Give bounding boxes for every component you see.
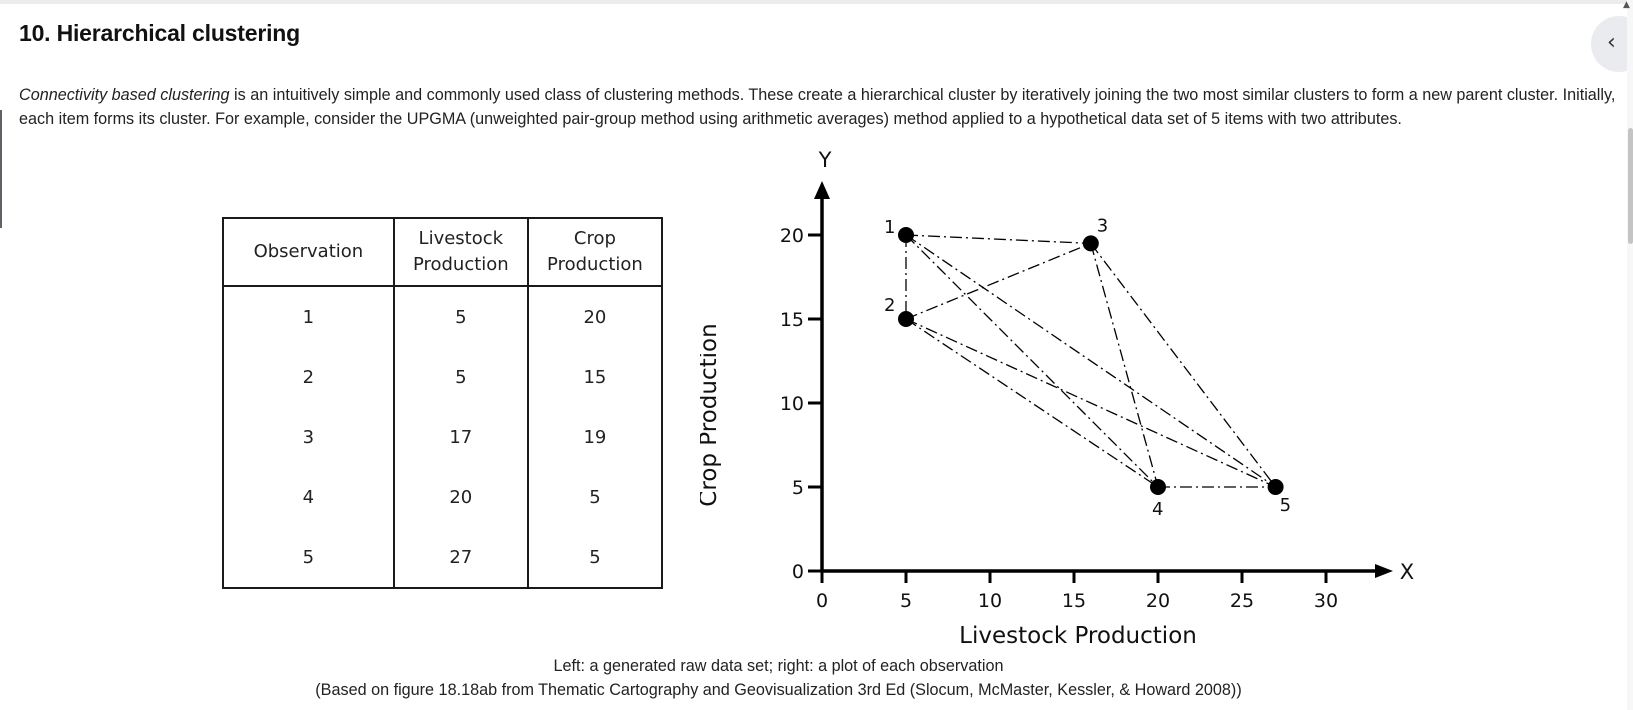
observation-table: Observation Livestock Production Crop Pr…: [222, 217, 664, 589]
point-label: 5: [1280, 495, 1291, 516]
y-axis-title: Crop Production: [700, 323, 722, 506]
figure-source-caption: (Based on figure 18.18ab from Thematic C…: [315, 681, 1242, 699]
data-point: [1150, 479, 1166, 495]
table-cell: 5: [392, 286, 529, 347]
link-line: [905, 318, 1159, 488]
x-tick-label: 20: [1146, 590, 1170, 612]
y-axis-arrow: [814, 181, 830, 199]
point-label: 1: [884, 217, 895, 238]
link-line: [1090, 243, 1159, 488]
table-cell: 2: [222, 347, 395, 407]
table-cell: 5: [392, 347, 529, 407]
scroll-up-arrow-icon[interactable]: ▲: [1623, 0, 1630, 10]
column-header: Livestock Production: [392, 218, 529, 287]
table-cell: 20: [526, 286, 664, 347]
table-cell: 19: [526, 407, 664, 467]
y-tick-label: 15: [780, 309, 804, 331]
point-label: 3: [1097, 215, 1108, 236]
chevron-left-icon: ‹: [1607, 30, 1616, 55]
y-tick-label: 5: [792, 477, 804, 499]
table-row: 1 5 20: [222, 286, 664, 347]
top-border: [0, 0, 1633, 4]
y-tick-label: 10: [780, 393, 804, 415]
table-row: 2 5 15: [222, 347, 664, 407]
section-title: 10. Hierarchical clustering: [19, 20, 300, 46]
x-axis-arrow: [1375, 564, 1393, 578]
table-row: 5 27 5: [222, 527, 664, 588]
link-line: [905, 318, 1276, 488]
link-line: [905, 234, 1276, 488]
x-tick-label: 15: [1062, 590, 1086, 612]
y-tick-label: 0: [792, 561, 804, 583]
table-row: 4 20 5: [222, 467, 664, 527]
y-axis-name: Y: [818, 150, 832, 172]
data-point: [898, 311, 914, 327]
table-cell: 5: [526, 527, 664, 588]
link-line: [905, 234, 1159, 488]
table-cell: 3: [222, 407, 395, 467]
collapse-panel-button[interactable]: ‹: [1591, 16, 1633, 72]
table-cell: 27: [392, 527, 529, 588]
x-tick-label: 25: [1230, 590, 1254, 612]
intro-body: is an intuitively simple and commonly us…: [19, 86, 1616, 128]
scrollbar-track[interactable]: [1627, 0, 1633, 710]
x-tick-label: 5: [900, 590, 912, 612]
table-header-row: Observation Livestock Production Crop Pr…: [222, 218, 664, 287]
table-cell: 5: [222, 527, 395, 588]
column-header: Observation: [222, 218, 395, 287]
data-point: [898, 227, 914, 243]
scrollbar-thumb[interactable]: [1628, 128, 1633, 244]
table-cell: 1: [222, 286, 395, 347]
link-line: [905, 242, 1092, 320]
intro-term: Connectivity based clustering: [19, 86, 230, 104]
x-tick-label: 10: [978, 590, 1002, 612]
intro-paragraph: Connectivity based clustering is an intu…: [19, 83, 1619, 131]
data-point: [1082, 235, 1099, 252]
x-axis-title: Livestock Production: [959, 623, 1197, 649]
data-point: [1267, 479, 1284, 495]
link-line: [1090, 243, 1277, 488]
y-tick-label: 20: [780, 225, 804, 247]
table-cell: 17: [392, 407, 529, 467]
point-label: 4: [1152, 499, 1163, 520]
x-axis-name: X: [1400, 560, 1414, 584]
left-edge-marker: [0, 110, 2, 228]
column-header: Crop Production: [526, 218, 664, 287]
table-cell: 4: [222, 467, 395, 527]
x-tick-label: 30: [1314, 590, 1338, 612]
table-cell: 20: [392, 467, 529, 527]
table-row: 3 17 19: [222, 407, 664, 467]
link-line: [905, 234, 1091, 245]
table-cell: 5: [526, 467, 664, 527]
figure-caption: Left: a generated raw data set; right: a…: [553, 657, 1004, 675]
table-cell: 15: [526, 347, 664, 407]
x-tick-label: 0: [816, 590, 828, 612]
point-label: 2: [884, 295, 895, 316]
